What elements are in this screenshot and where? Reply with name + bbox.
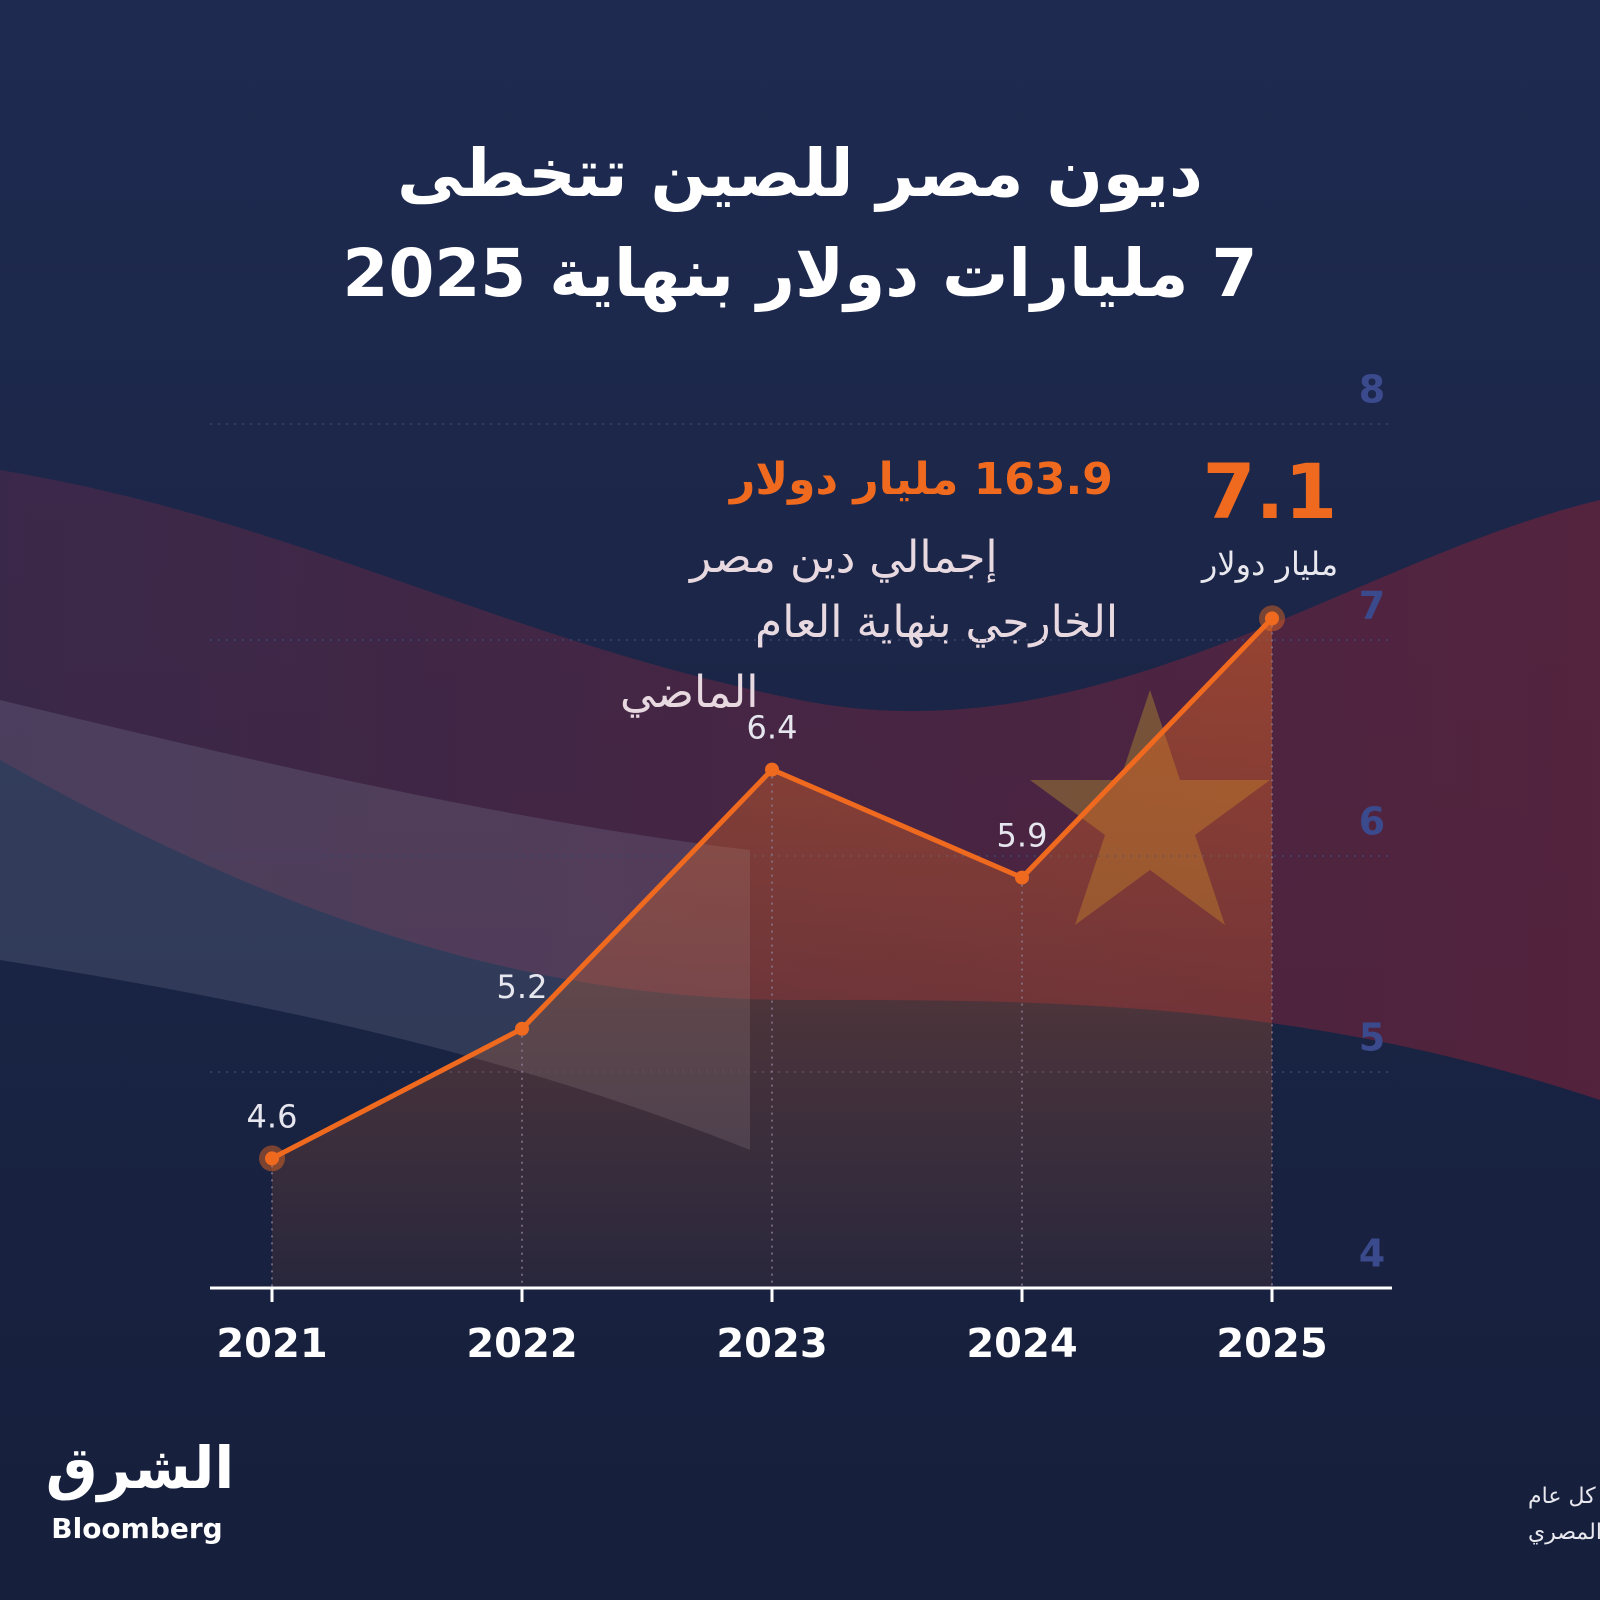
annotation-text: إجمالي دين مصر (688, 532, 998, 583)
y-tick-label: 6 (1359, 800, 1385, 844)
x-tick-label: 2023 (716, 1321, 827, 1367)
annotation-value: 163.9 مليار دولار (728, 454, 1113, 505)
point (265, 1151, 279, 1166)
value-label: 4.6 (247, 1097, 298, 1135)
y-tick-label: 5 (1359, 1016, 1385, 1060)
callout-value: 7.1 (1203, 447, 1338, 536)
annotation-text: الخارجي بنهاية العام (755, 597, 1118, 648)
point (765, 762, 779, 777)
chart-title: ديون مصر للصين تتخطى (397, 135, 1203, 213)
x-tick-label: 2025 (1216, 1321, 1327, 1367)
note: ملاحظة: البيانات بنهاية ديسمبر من كل عام (1528, 1484, 1600, 1509)
y-tick-label: 4 (1359, 1232, 1385, 1276)
annotation-text: الماضي (620, 667, 759, 718)
x-tick-label: 2022 (466, 1321, 577, 1367)
point (515, 1021, 529, 1036)
source: المصدر: بيانات البنك المركزي المصري (1528, 1520, 1600, 1545)
point (1015, 870, 1029, 885)
value-label: 5.9 (997, 817, 1048, 855)
x-tick-label: 2024 (966, 1321, 1077, 1367)
brand-arabic: الشرق (46, 1434, 235, 1503)
x-tick-label: 2021 (216, 1321, 327, 1367)
point (1265, 611, 1279, 626)
value-label: 6.4 (747, 709, 798, 747)
plot-area: 4 5 6 7 8 4.6 5.2 6.4 5.9 2021 2022 2023 2024 2025 (210, 368, 1392, 1367)
callout-unit: مليار دولار (1200, 545, 1338, 583)
chart-title: 7 مليارات دولار بنهاية 2025 (343, 235, 1258, 313)
y-tick-label: 7 (1359, 584, 1385, 628)
value-label: 5.2 (497, 968, 548, 1006)
brand-english: Bloomberg (51, 1512, 222, 1545)
y-tick-label: 8 (1359, 368, 1385, 412)
